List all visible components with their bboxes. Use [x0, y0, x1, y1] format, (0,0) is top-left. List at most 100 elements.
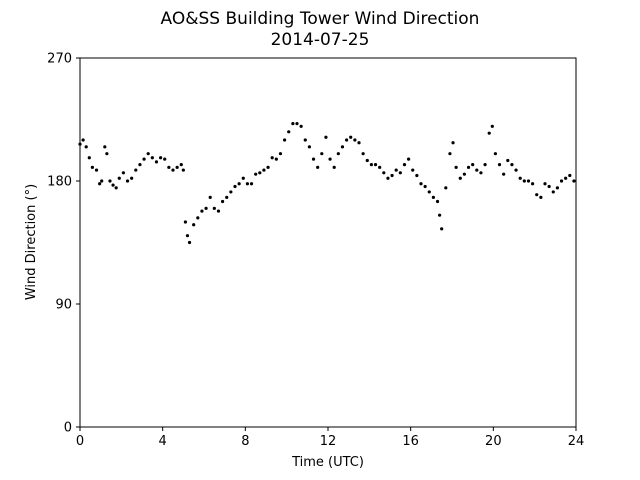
- data-point: [150, 156, 154, 160]
- data-point: [208, 195, 212, 199]
- data-point: [212, 206, 216, 210]
- data-point: [522, 179, 526, 183]
- data-point: [493, 152, 497, 156]
- data-point: [440, 227, 444, 231]
- data-point: [328, 157, 332, 161]
- data-point: [551, 190, 555, 194]
- x-tick-label: 20: [485, 434, 502, 449]
- data-point: [357, 141, 361, 145]
- data-point: [262, 168, 266, 172]
- data-point: [196, 216, 200, 220]
- data-points-layer: [78, 122, 576, 245]
- data-point: [361, 152, 365, 156]
- data-point: [415, 173, 419, 178]
- data-point: [181, 168, 185, 172]
- data-point: [138, 163, 142, 167]
- data-point: [187, 240, 192, 245]
- data-point: [249, 182, 254, 186]
- data-point: [378, 165, 382, 169]
- data-point: [427, 190, 431, 194]
- data-point: [274, 157, 278, 161]
- data-point: [221, 199, 225, 204]
- data-point: [183, 220, 187, 224]
- data-point: [568, 173, 572, 178]
- data-point: [324, 135, 328, 139]
- data-point: [200, 209, 204, 213]
- data-point: [466, 165, 471, 169]
- data-point: [345, 138, 349, 142]
- data-point: [390, 173, 394, 178]
- data-point: [394, 168, 398, 172]
- data-point: [407, 157, 411, 161]
- data-point: [535, 193, 539, 197]
- y-axis-label: Wind Direction (°): [24, 184, 39, 300]
- data-point: [241, 176, 245, 180]
- data-point: [411, 168, 415, 172]
- data-point: [539, 195, 543, 199]
- data-point: [287, 130, 291, 134]
- data-point: [340, 145, 345, 149]
- data-point: [185, 234, 190, 238]
- data-point: [98, 182, 102, 186]
- data-point: [266, 165, 270, 169]
- data-point: [451, 141, 455, 145]
- data-point: [105, 152, 109, 156]
- x-tick-label: 12: [320, 434, 337, 449]
- data-point: [233, 184, 237, 189]
- data-point: [270, 156, 274, 160]
- data-point: [490, 124, 494, 128]
- data-point: [382, 171, 386, 175]
- x-tick-label: 8: [241, 434, 249, 449]
- data-point: [365, 158, 369, 163]
- data-point: [506, 158, 510, 163]
- data-point: [320, 152, 324, 156]
- data-point: [159, 156, 163, 160]
- chart-subtitle: 2014-07-25: [271, 30, 370, 50]
- data-point: [349, 135, 353, 139]
- data-point: [108, 179, 112, 183]
- data-point: [134, 168, 138, 172]
- data-point: [171, 168, 175, 172]
- data-point: [179, 163, 183, 167]
- data-point: [547, 184, 551, 189]
- data-point: [531, 182, 535, 186]
- data-point: [543, 182, 547, 186]
- y-axis-ticks: 0 90 180 270: [47, 52, 80, 436]
- data-point: [444, 186, 448, 190]
- data-point: [402, 163, 407, 167]
- data-point: [175, 165, 179, 169]
- data-point: [423, 184, 427, 189]
- data-point: [332, 165, 336, 169]
- plot-frame: [79, 57, 577, 428]
- x-tick-label: 4: [159, 434, 167, 449]
- data-point: [254, 172, 258, 176]
- data-point: [454, 165, 458, 169]
- data-point: [475, 168, 479, 172]
- data-point: [146, 152, 150, 156]
- data-point: [458, 176, 462, 180]
- data-point: [510, 163, 514, 167]
- data-point: [502, 172, 506, 176]
- data-point: [94, 168, 99, 172]
- data-point: [487, 131, 491, 135]
- data-point: [204, 206, 208, 210]
- data-point: [559, 179, 564, 183]
- data-point: [130, 176, 134, 180]
- data-point: [258, 171, 262, 175]
- x-tick-label: 16: [402, 434, 419, 449]
- data-point: [283, 138, 287, 142]
- data-point: [295, 122, 299, 126]
- data-point: [431, 195, 435, 199]
- data-point: [225, 195, 229, 199]
- data-point: [462, 172, 466, 176]
- data-point: [514, 168, 518, 172]
- data-point: [316, 165, 320, 169]
- data-point: [117, 176, 121, 180]
- data-point: [245, 182, 249, 186]
- data-point: [299, 124, 303, 128]
- data-point: [154, 160, 159, 164]
- data-point: [564, 176, 568, 180]
- data-point: [125, 179, 130, 183]
- data-point: [216, 209, 221, 213]
- data-point: [303, 138, 307, 142]
